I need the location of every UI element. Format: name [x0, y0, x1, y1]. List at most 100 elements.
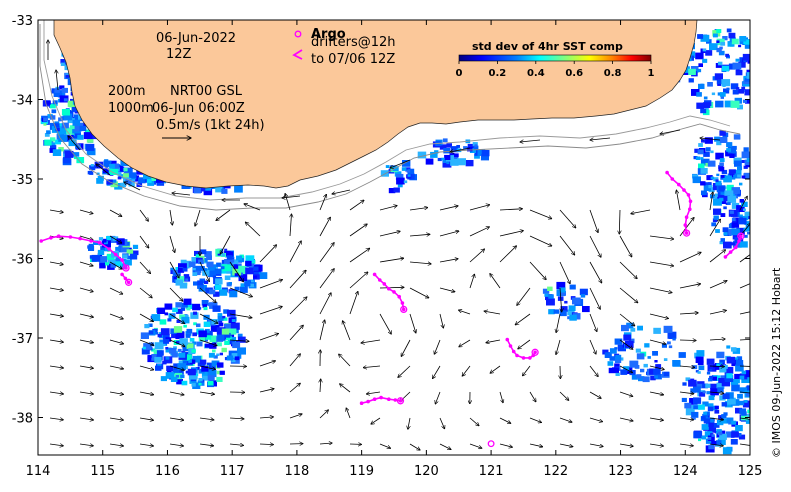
current-vector [319, 243, 334, 263]
sst-pixel [202, 304, 208, 308]
sst-pixel [67, 100, 76, 107]
sst-pixel [668, 345, 673, 349]
sst-pixel [649, 368, 657, 375]
sst-pixel [102, 168, 109, 174]
current-vector [459, 339, 471, 347]
sst-pixel [744, 89, 750, 96]
current-vector [259, 417, 274, 418]
sst-pixel [49, 115, 56, 120]
current-vector [169, 339, 185, 347]
current-vector [282, 195, 301, 198]
sst-pixel [715, 179, 719, 182]
colorbar-tick-label: 0.8 [604, 68, 622, 79]
current-vector [679, 366, 695, 367]
sst-pixel [194, 270, 201, 276]
drifter-position [688, 207, 692, 211]
sst-pixel [747, 231, 750, 235]
sst-pixel [731, 228, 740, 236]
sst-pixel [614, 338, 623, 345]
sst-pixel [727, 202, 731, 205]
sst-pixel [744, 78, 750, 82]
current-vector [289, 414, 302, 419]
sst-pixel [698, 404, 705, 410]
current-vector [435, 391, 441, 404]
colorbar-tick-label: 0.2 [489, 68, 507, 79]
sst-pixel [713, 215, 719, 220]
sst-pixel [734, 195, 738, 199]
current-vector [589, 235, 601, 257]
sst-pixel [224, 340, 230, 345]
sst-pixel [693, 431, 703, 439]
sst-pixel [234, 185, 243, 193]
sst-pixel [559, 287, 566, 293]
drifter-position [123, 276, 128, 281]
current-vectors [48, 40, 750, 450]
sst-pixel [234, 286, 240, 291]
sst-pixel [608, 367, 616, 374]
sst-pixel [127, 255, 132, 259]
sst-pixel [209, 335, 218, 343]
sst-pixel [93, 240, 99, 245]
sst-pixel [734, 373, 741, 379]
sst-pixel [727, 195, 737, 203]
sst-pixel [97, 249, 105, 256]
sst-pixel [749, 391, 750, 397]
sst-pixel [609, 356, 616, 361]
drifter-end-marker [737, 232, 745, 240]
sst-pixel [737, 104, 743, 110]
sst-pixel [698, 83, 705, 89]
sst-pixel [716, 40, 720, 43]
lat-tick-label: -34 [12, 94, 33, 109]
current-vector [619, 261, 637, 279]
current-vector [700, 138, 721, 141]
sst-pixel [737, 433, 742, 437]
sst-pixel [701, 416, 706, 420]
sst-pixel [473, 145, 479, 150]
sst-pixel [76, 157, 85, 164]
sst-pixel [192, 382, 201, 389]
sst-pixel [182, 360, 187, 364]
sst-pixel [203, 188, 213, 196]
sst-pixel [439, 144, 447, 150]
sst-pixel [192, 303, 201, 311]
current-vector [679, 392, 694, 394]
current-vector [379, 443, 391, 448]
sst-pixel [707, 364, 717, 372]
sst-pixel [167, 318, 172, 322]
sst-pixel [619, 357, 624, 361]
sst-pixel [185, 370, 190, 374]
sst-pixel [73, 156, 77, 160]
current-vector [259, 245, 277, 263]
current-vector [499, 209, 522, 210]
sst-pixel [397, 183, 403, 188]
sst-pixel [688, 68, 696, 75]
sst-pixel [163, 356, 173, 364]
current-vector [169, 365, 185, 370]
current-vector [343, 321, 351, 341]
sst-pixel [209, 289, 216, 295]
current-vector [739, 365, 750, 367]
sst-pixel [655, 374, 662, 380]
sst-pixel [698, 438, 702, 442]
isobath-1000m [39, 24, 741, 211]
sst-pixel [52, 100, 58, 105]
sst-pixel [731, 187, 740, 194]
current-vector [469, 249, 485, 263]
sst-pixel [744, 234, 748, 238]
sst-pixel [698, 63, 703, 67]
sst-pixel [96, 178, 104, 184]
sst-pixel [406, 169, 411, 173]
sst-pixel [125, 179, 132, 185]
current-vector [619, 391, 633, 396]
sst-pixel [716, 141, 722, 146]
sst-pixel [726, 87, 730, 91]
sst-pixel [731, 384, 740, 392]
sst-pixel [719, 162, 724, 166]
current-vector [49, 313, 63, 316]
sst-pixel [393, 187, 400, 193]
sst-pixel [703, 151, 710, 157]
sst-pixel [198, 336, 205, 342]
current-vector [529, 443, 543, 447]
lon-tick-label: 122 [543, 464, 568, 479]
current-vector [49, 392, 63, 394]
